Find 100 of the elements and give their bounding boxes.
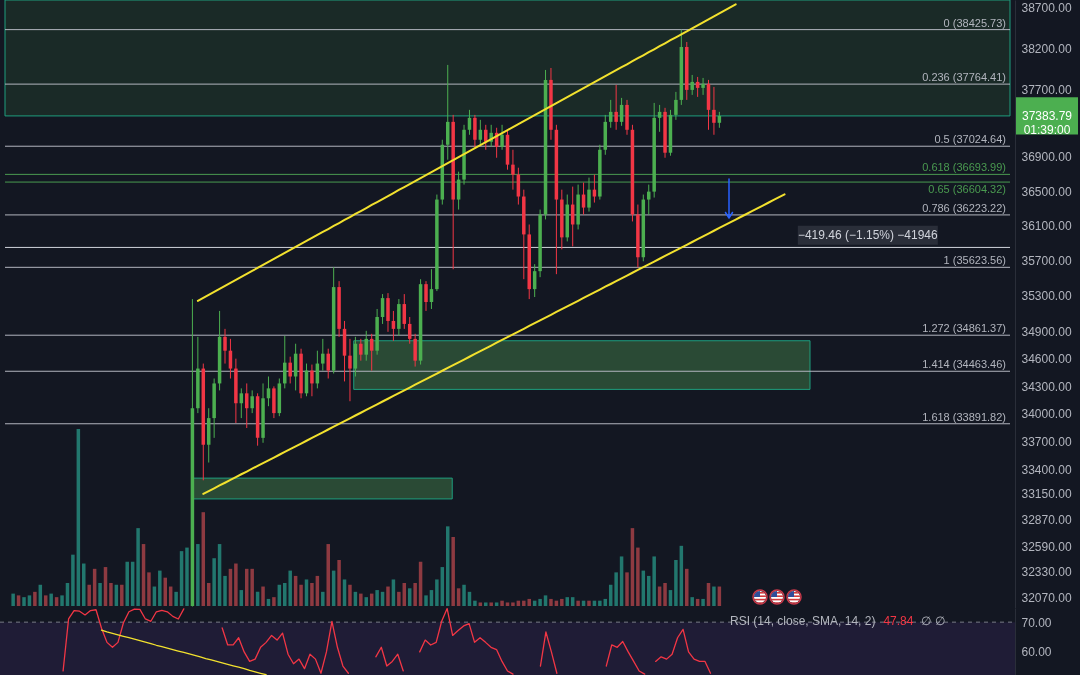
bar xyxy=(652,556,656,606)
candlestick xyxy=(310,364,314,397)
candlestick xyxy=(701,77,705,96)
y-tick-label: 32070.00 xyxy=(1021,590,1072,605)
bar xyxy=(397,591,401,606)
ref-line-label: 0 (38425.73) xyxy=(943,16,1006,29)
bar xyxy=(413,582,417,606)
y-tick-label: 33150.00 xyxy=(1021,486,1072,501)
bar xyxy=(234,563,238,606)
y-tick-label: 34300.00 xyxy=(1021,379,1072,394)
y-tick-label: 60.00 xyxy=(1021,644,1052,659)
annotation: 47.84 xyxy=(883,614,914,628)
bar xyxy=(663,582,667,606)
ref-line-label: 0.5 (37024.64) xyxy=(934,133,1006,146)
bar xyxy=(310,582,314,606)
candlestick xyxy=(712,86,716,136)
bar xyxy=(348,584,352,606)
bar xyxy=(451,536,455,606)
bar xyxy=(174,591,178,606)
bar xyxy=(587,600,591,606)
bar xyxy=(261,586,265,606)
bar xyxy=(147,572,151,606)
bar xyxy=(500,600,504,606)
bar xyxy=(136,528,140,606)
line-series xyxy=(196,3,737,302)
y-tick-label: 34600.00 xyxy=(1021,352,1072,367)
y-tick-label: 37700.00 xyxy=(1021,82,1072,97)
bar xyxy=(712,586,716,606)
bar xyxy=(82,563,86,606)
candlestick xyxy=(321,338,325,372)
candlestick xyxy=(348,338,352,402)
ref-line-label: 0.65 (36604.32) xyxy=(928,183,1006,196)
bar xyxy=(690,597,694,606)
bar xyxy=(598,600,602,606)
candlestick xyxy=(250,389,254,414)
bar xyxy=(60,595,64,606)
bar xyxy=(321,591,325,606)
bar xyxy=(614,572,618,606)
y-tick-label: 32870.00 xyxy=(1021,513,1072,528)
bar xyxy=(489,602,493,606)
bar xyxy=(223,575,227,606)
bar xyxy=(462,584,466,606)
bar xyxy=(196,544,200,606)
y-tick-label: 38700.00 xyxy=(1021,0,1072,15)
annotation: ∅ ∅ xyxy=(921,614,945,628)
candlestick xyxy=(587,177,591,213)
bar xyxy=(701,598,705,606)
bar xyxy=(98,582,102,606)
ref-line-label: 0.618 (36693.99) xyxy=(922,161,1006,174)
bar xyxy=(511,602,515,606)
y-tick-label: 33700.00 xyxy=(1021,435,1072,450)
bar xyxy=(538,598,542,606)
bar xyxy=(625,572,629,606)
y-tick-label: 34000.00 xyxy=(1021,407,1072,422)
y-tick-label: 38200.00 xyxy=(1021,41,1072,56)
bar xyxy=(549,598,553,606)
candlestick xyxy=(223,328,227,365)
ref-line-label: 1.272 (34861.37) xyxy=(922,322,1006,335)
bar xyxy=(33,591,37,606)
bar xyxy=(494,602,499,606)
bar xyxy=(685,568,689,606)
candlestick xyxy=(690,74,694,96)
y-tick-label: 36100.00 xyxy=(1021,219,1072,234)
candlestick xyxy=(674,91,678,121)
bar xyxy=(299,584,303,606)
bar xyxy=(424,595,428,606)
candlestick xyxy=(473,114,477,149)
band-label: 37383.79 01:39:00 xyxy=(1021,108,1073,137)
bar xyxy=(337,559,341,606)
line-series xyxy=(202,193,786,495)
bar xyxy=(109,582,113,606)
bar xyxy=(375,590,379,606)
bar xyxy=(478,602,483,606)
bar xyxy=(674,559,678,606)
y-tick-label: 35300.00 xyxy=(1021,289,1072,304)
bar xyxy=(87,584,91,606)
candlestick xyxy=(326,348,330,379)
ref-line-label: 1.618 (33891.82) xyxy=(922,410,1006,423)
bar xyxy=(272,597,276,606)
bar xyxy=(185,547,189,606)
candlestick xyxy=(413,333,417,368)
ref-line-label: 0.236 (37764.41) xyxy=(922,71,1006,84)
line-series xyxy=(100,629,267,675)
bar xyxy=(505,602,510,606)
y-tick-label: 34900.00 xyxy=(1021,325,1072,340)
bar xyxy=(71,554,75,606)
bar xyxy=(125,561,129,606)
candlestick xyxy=(424,280,428,312)
y-tick-label: 32590.00 xyxy=(1021,540,1072,555)
bar xyxy=(22,597,26,606)
y-tick-label: 33400.00 xyxy=(1021,463,1072,478)
bar xyxy=(484,602,488,606)
bar xyxy=(49,593,53,606)
candlestick xyxy=(511,149,515,191)
bar xyxy=(11,593,15,606)
candlestick xyxy=(288,356,292,384)
candlestick xyxy=(283,335,287,389)
bar xyxy=(636,547,640,606)
text: RSI (14, close, SMA, 14, 2) xyxy=(730,614,876,628)
y-tick-label: 32330.00 xyxy=(1021,565,1072,580)
